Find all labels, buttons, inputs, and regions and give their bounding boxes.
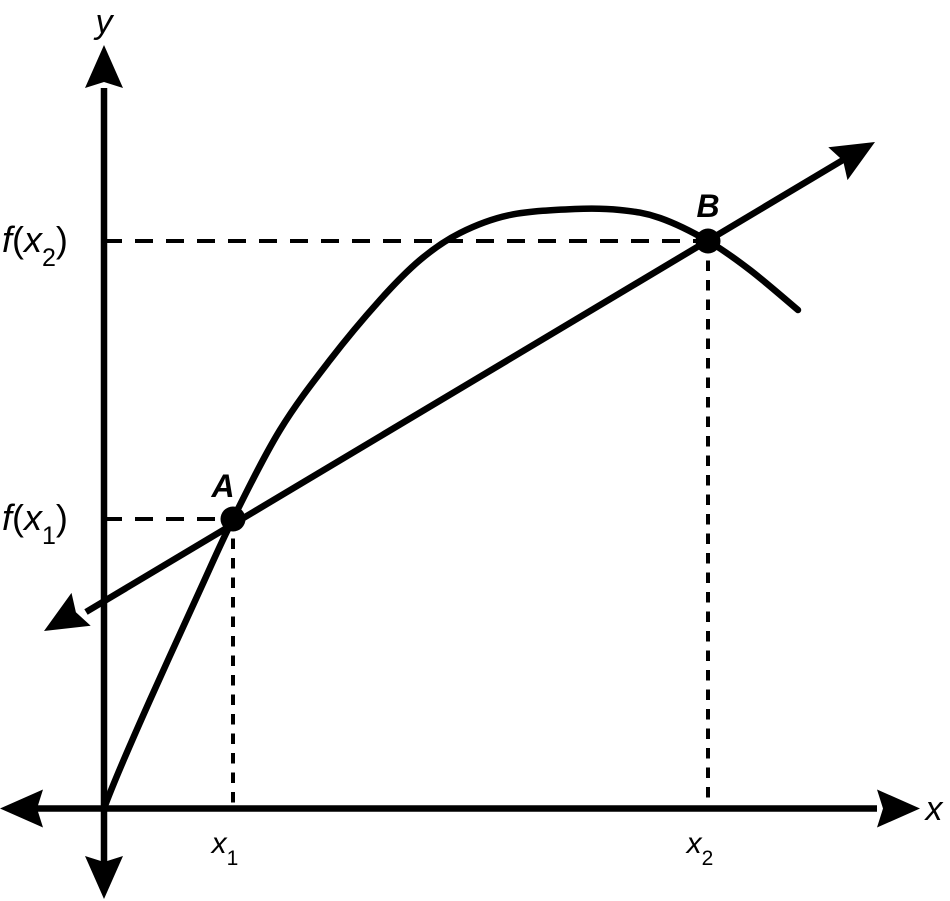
svg-text:x2: x2 [685,827,714,870]
svg-text:x1: x1 [210,827,239,870]
svg-text:B: B [696,188,719,224]
svg-text:A: A [210,468,234,504]
svg-text:x: x [924,790,944,828]
svg-text:y: y [94,3,115,41]
svg-text:f(x2): f(x2) [2,219,68,272]
svg-text:f(x1): f(x1) [2,497,68,550]
